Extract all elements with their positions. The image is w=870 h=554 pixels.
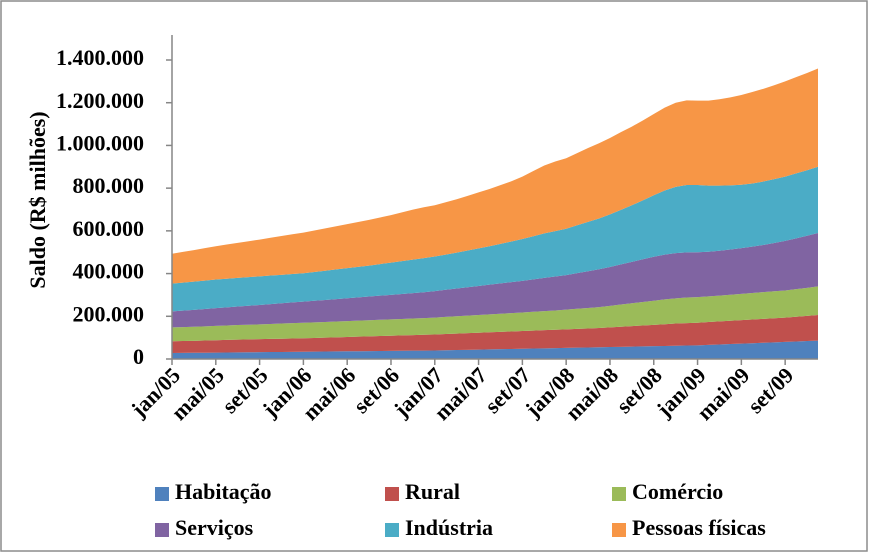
area [172,315,818,354]
y-tick-label: 400.000 [73,259,145,284]
legend-label: Pessoas físicas [632,515,766,540]
area [172,232,818,328]
y-axis-label: Saldo (R$ milhões) [25,111,50,288]
y-tick-label: 600.000 [73,216,145,241]
y-tick-label: 1.000.000 [56,130,144,155]
legend-label: Habitação [175,479,272,504]
y-tick-label: 200.000 [73,301,145,326]
legend-label: Indústria [405,515,493,540]
area [172,286,818,342]
legend-label: Comércio [632,479,723,504]
legend-swatch [385,487,399,501]
legend-swatch [155,523,169,537]
legend-label: Rural [405,479,460,504]
y-tick-label: 0 [133,344,144,369]
legend-swatch [155,487,169,501]
area [172,166,818,312]
area [172,340,818,359]
area [172,68,818,284]
legend-swatch [385,523,399,537]
y-tick-label: 800.000 [73,173,145,198]
legend-label: Serviços [175,515,254,540]
y-tick-label: 1.400.000 [56,45,144,70]
legend-swatch [612,523,626,537]
legend-swatch [612,487,626,501]
y-tick-label: 1.200.000 [56,88,144,113]
